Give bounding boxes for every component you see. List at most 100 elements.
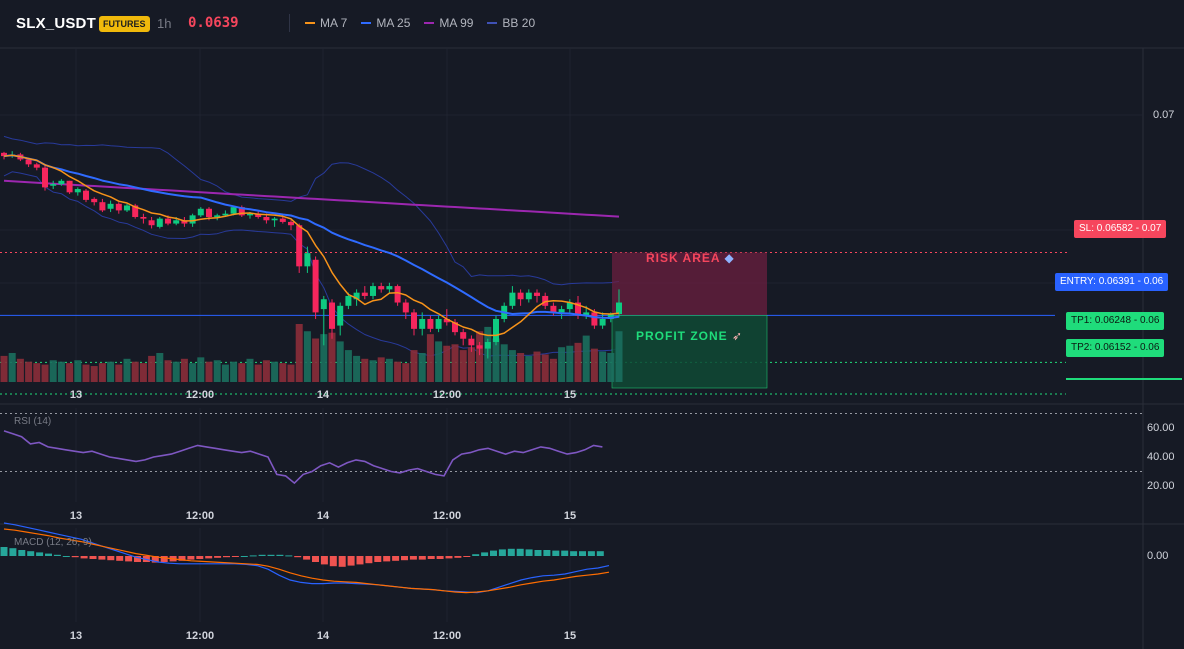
macd-histogram-bar — [320, 556, 328, 565]
candle-body — [525, 292, 532, 300]
timeframe-label[interactable]: 1h — [157, 16, 172, 31]
volume-bar — [189, 363, 197, 382]
volume-bar — [139, 363, 147, 382]
macd-histogram-bar — [178, 556, 186, 561]
volume-bar — [41, 364, 49, 382]
volume-bar — [435, 341, 443, 382]
macd-histogram-bar — [481, 552, 489, 556]
volume-bar — [254, 364, 262, 382]
macd-histogram-bar — [107, 556, 115, 561]
rsi-line — [3, 430, 603, 485]
macd-histogram-bar — [338, 556, 346, 567]
macd-histogram-bar — [427, 556, 435, 559]
time-tick: 14 — [316, 630, 330, 642]
stop-loss-tag[interactable]: SL: 0.06582 - 0.07 — [1074, 220, 1167, 238]
macd-histogram-bar — [525, 549, 533, 556]
bollinger-lower-band — [3, 171, 620, 357]
volume-bar — [16, 358, 24, 382]
candle-body — [140, 216, 147, 219]
candle-body — [271, 218, 278, 221]
volume-bar — [467, 347, 475, 382]
volume-bar — [49, 360, 57, 382]
candle-body — [591, 312, 598, 326]
volume-bar — [574, 342, 582, 382]
volume-bar — [500, 344, 508, 382]
legend-divider — [289, 14, 290, 32]
macd-histogram-bar — [205, 556, 213, 559]
time-tick: 13 — [69, 630, 83, 642]
candle-body — [435, 318, 442, 329]
volume-bar — [8, 353, 16, 382]
macd-histogram-bar — [436, 556, 444, 559]
candle-body — [288, 221, 294, 226]
time-tick: 12:00 — [185, 630, 215, 642]
risk-area-label: RISK AREA ◆ — [646, 251, 735, 265]
volume-bar — [107, 361, 115, 382]
macd-histogram-bar — [543, 550, 551, 556]
volume-bar — [369, 360, 377, 382]
profit-zone-text: PROFIT ZONE — [636, 329, 728, 343]
macd-histogram-bar — [27, 551, 35, 556]
candle-body — [222, 213, 229, 216]
macd-histogram-bar — [134, 556, 141, 562]
volume-bar — [66, 363, 74, 382]
legend-ma7[interactable]: MA 7 — [305, 16, 347, 30]
volume-bar — [238, 363, 246, 382]
candle-body — [206, 208, 212, 217]
macd-histogram-bar — [579, 551, 586, 556]
symbol-name[interactable]: SLX_USDT — [16, 15, 96, 32]
candle-body — [33, 164, 40, 168]
candle-body — [279, 218, 286, 222]
volume-bar — [295, 324, 303, 382]
entry-tag-label: ENTRY: 0.06391 — [1060, 276, 1135, 287]
volume-bar — [262, 360, 270, 382]
volume-bar — [525, 355, 533, 382]
tp2-tag[interactable]: TP2: 0.06152 - 0.06 — [1066, 339, 1165, 357]
macd-histogram-bar — [98, 556, 106, 560]
volume-bar — [476, 331, 484, 382]
candle-body — [411, 312, 417, 329]
volume-bar — [25, 361, 33, 382]
volume-bar — [74, 360, 82, 382]
candle-body — [99, 202, 106, 211]
candle-body — [148, 220, 155, 226]
macd-histogram-bar — [312, 556, 319, 562]
volume-bar — [320, 334, 328, 382]
volume-bar — [443, 345, 451, 382]
candle-body — [378, 286, 385, 290]
legend-ma25[interactable]: MA 25 — [361, 16, 410, 30]
candle-body — [304, 253, 311, 267]
candle-body — [616, 302, 622, 315]
candle-body — [550, 305, 557, 313]
volume-bar — [172, 361, 180, 382]
entry-tag[interactable]: ENTRY: 0.06391 - 0.06 — [1055, 273, 1169, 291]
candle-body — [452, 322, 458, 333]
indicator-legend: MA 7 MA 25 MA 99 BB 20 — [305, 16, 535, 30]
candle-body — [402, 302, 409, 313]
candle-body — [329, 302, 335, 329]
macd-histogram-bar — [89, 556, 97, 559]
tp1-tag[interactable]: TP1: 0.06248 - 0.06 — [1066, 312, 1165, 330]
macd-histogram-bar — [276, 554, 284, 556]
macd-histogram-bar — [516, 548, 524, 556]
candle-body — [107, 203, 114, 209]
candle-body — [394, 286, 401, 303]
candle-body — [156, 218, 163, 227]
tp1-axis-value: 0.06 — [1139, 315, 1160, 326]
volume-bar — [459, 350, 467, 382]
volume-bar — [180, 358, 188, 382]
volume-bar — [221, 364, 229, 382]
legend-bb20[interactable]: BB 20 — [487, 16, 535, 30]
legend-ma99[interactable]: MA 99 — [424, 16, 473, 30]
volume-bar — [549, 358, 557, 382]
volume-bar — [394, 361, 402, 382]
macd-histogram-bar — [267, 554, 275, 556]
volume-bar — [303, 331, 311, 382]
time-tick: 12:00 — [432, 389, 462, 401]
time-tick: 15 — [563, 510, 577, 522]
candle-body — [361, 292, 368, 296]
tp1-tag-label: TP1: 0.06248 — [1071, 315, 1132, 326]
legend-ma7-label: MA 7 — [320, 16, 348, 30]
macd-histogram-bar — [151, 556, 159, 563]
